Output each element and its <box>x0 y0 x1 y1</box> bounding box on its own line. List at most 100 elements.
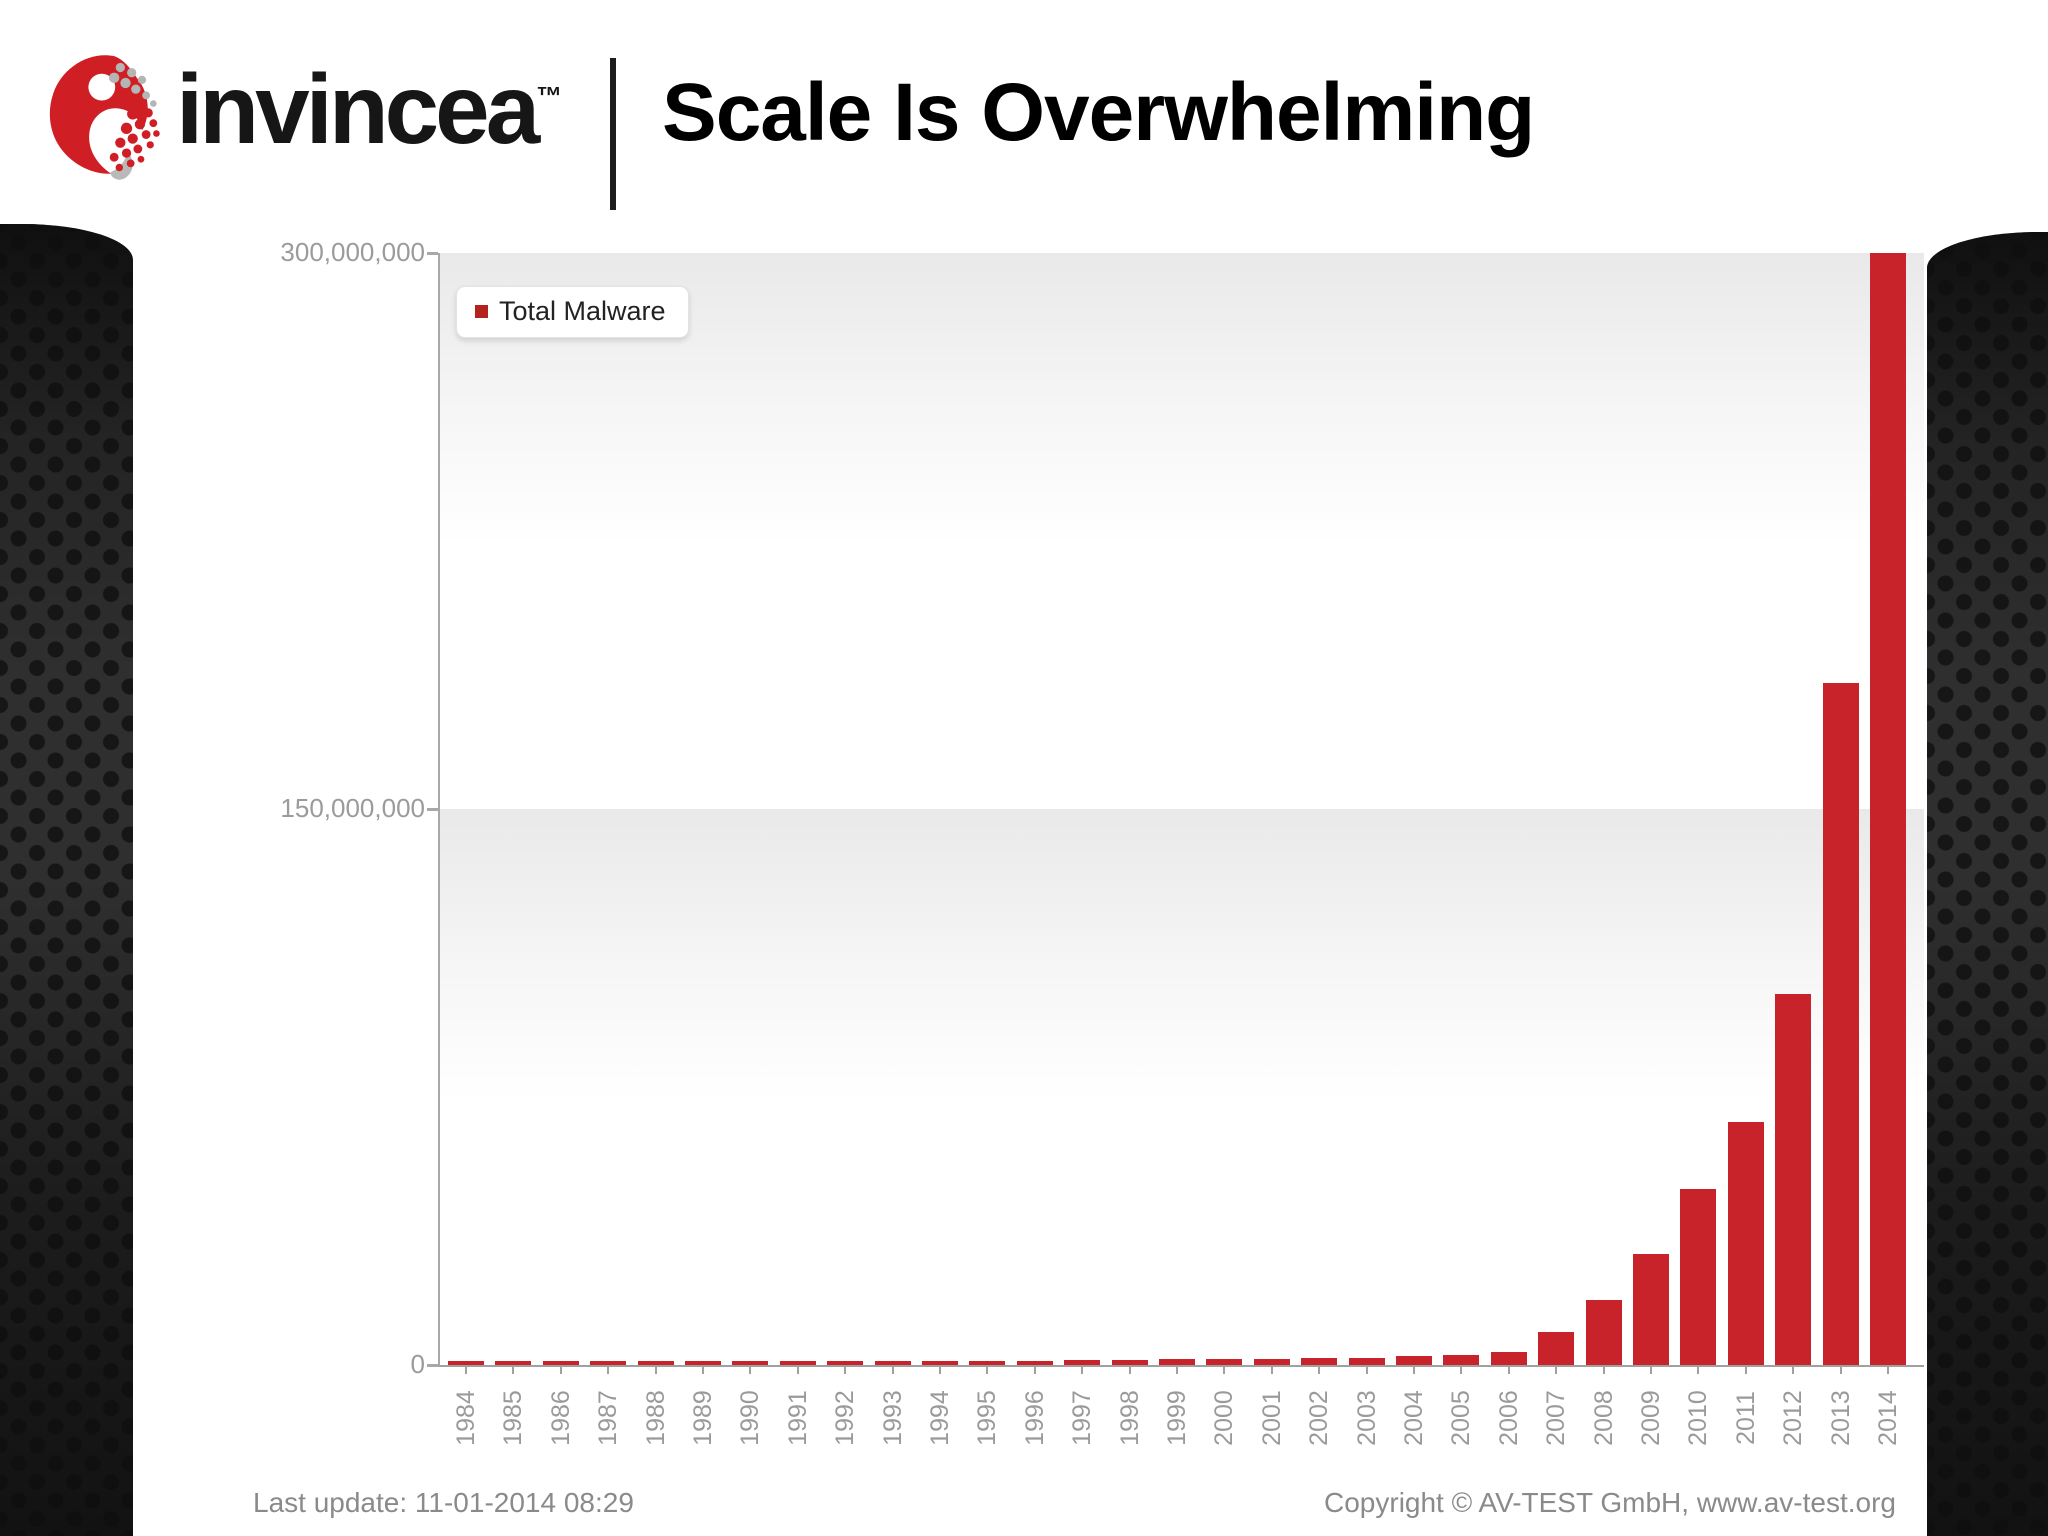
bar-2000 <box>1206 1359 1243 1365</box>
bar-2010 <box>1680 1189 1717 1365</box>
x-axis-tick <box>1223 1365 1226 1374</box>
x-axis-tick <box>749 1365 752 1374</box>
x-axis-label-1995: 1995 <box>973 1390 1002 1446</box>
x-axis-label-1990: 1990 <box>736 1390 765 1446</box>
x-axis-tick <box>1792 1365 1795 1374</box>
x-axis-tick <box>702 1365 704 1374</box>
bar-1993 <box>874 1361 911 1365</box>
x-axis-label-1988: 1988 <box>641 1390 670 1446</box>
trademark-symbol: ™ <box>536 81 563 111</box>
chart-legend: Total Malware <box>456 286 689 338</box>
bar-1991 <box>779 1361 816 1365</box>
bar-2005 <box>1443 1355 1480 1365</box>
x-axis-tick <box>1270 1365 1273 1374</box>
bar-2002 <box>1301 1358 1338 1365</box>
brand-text: invincea <box>176 54 540 164</box>
bar-2013 <box>1822 683 1859 1365</box>
bar-1985 <box>495 1361 532 1365</box>
bar-2008 <box>1585 1300 1622 1365</box>
x-axis-label-2003: 2003 <box>1352 1390 1381 1446</box>
bar-1984 <box>448 1361 484 1365</box>
x-axis-tick <box>1081 1365 1084 1374</box>
x-axis-tick <box>465 1365 467 1374</box>
x-axis-label-1998: 1998 <box>1115 1390 1144 1446</box>
x-axis-tick <box>654 1365 657 1374</box>
bar-1999 <box>1159 1359 1195 1365</box>
x-axis-label-2013: 2013 <box>1826 1390 1855 1446</box>
bar-2004 <box>1396 1356 1432 1365</box>
x-axis-label-2007: 2007 <box>1542 1390 1571 1446</box>
x-axis-label-1997: 1997 <box>1068 1390 1097 1446</box>
x-axis-label-2001: 2001 <box>1257 1390 1286 1446</box>
bar-1997 <box>1064 1360 1101 1365</box>
left-halftone-panel <box>0 224 133 1536</box>
bar-2001 <box>1253 1359 1290 1365</box>
x-axis-label-2004: 2004 <box>1400 1390 1428 1446</box>
copyright-text: Copyright © AV-TEST GmbH, www.av-test.or… <box>1324 1487 1896 1518</box>
x-axis-label-1985: 1985 <box>499 1390 528 1446</box>
x-axis-label-2008: 2008 <box>1589 1390 1618 1446</box>
x-axis-tick <box>796 1365 799 1374</box>
x-axis-label-1991: 1991 <box>783 1390 812 1446</box>
slide-title: Scale Is Overwhelming <box>662 67 1535 158</box>
y-axis-tick <box>427 1364 438 1367</box>
bar-1986 <box>542 1361 579 1365</box>
x-axis-label-1989: 1989 <box>689 1390 717 1446</box>
legend-color-swatch <box>475 305 488 318</box>
x-axis-label-2006: 2006 <box>1494 1390 1523 1446</box>
bar-1987 <box>590 1361 627 1365</box>
x-axis-label-1996: 1996 <box>1020 1390 1049 1446</box>
x-axis-label-1999: 1999 <box>1163 1390 1191 1446</box>
x-axis-label-2002: 2002 <box>1305 1390 1334 1446</box>
x-axis-tick <box>1744 1365 1747 1374</box>
x-axis-tick <box>1697 1365 1700 1374</box>
x-axis-tick <box>1128 1365 1131 1374</box>
bar-2007 <box>1538 1332 1575 1365</box>
y-axis-label-300m: 300,000,000 <box>280 237 425 267</box>
x-axis-label-2005: 2005 <box>1447 1390 1476 1446</box>
y-axis-tick <box>427 252 438 255</box>
bar-1989 <box>685 1361 721 1365</box>
x-axis-label-1992: 1992 <box>831 1390 860 1446</box>
x-axis-label-2012: 2012 <box>1779 1390 1808 1446</box>
x-axis-tick <box>891 1365 894 1374</box>
x-axis-tick <box>607 1365 610 1374</box>
bar-1996 <box>1016 1361 1053 1365</box>
x-axis-label-1994: 1994 <box>926 1390 954 1446</box>
x-axis-tick <box>844 1365 847 1374</box>
x-axis-tick <box>939 1365 941 1374</box>
right-halftone-panel <box>1927 232 2048 1536</box>
x-axis-tick <box>1176 1365 1178 1374</box>
bar-2009 <box>1633 1254 1669 1365</box>
y-axis-label-150m: 150,000,000 <box>280 793 425 823</box>
x-axis-tick <box>1887 1365 1889 1374</box>
x-axis-tick <box>986 1365 989 1374</box>
x-axis-tick <box>1413 1365 1415 1374</box>
legend-label: Total Malware <box>499 296 666 326</box>
x-axis-tick <box>1602 1365 1605 1374</box>
x-axis-label-1984: 1984 <box>452 1390 480 1446</box>
bar-2012 <box>1775 994 1812 1365</box>
x-axis-tick <box>559 1365 562 1374</box>
x-axis-label-2009: 2009 <box>1637 1390 1665 1446</box>
bar-1995 <box>969 1361 1006 1365</box>
plot-gradient-band <box>440 809 1924 1101</box>
malware-bar-chart: Total Malware 1984 1985 1986 1987 1988 1989 19… <box>438 253 1924 1446</box>
x-axis-tick <box>1555 1365 1558 1374</box>
brand-wordmark: invincea™ <box>176 54 563 164</box>
bar-1992 <box>827 1361 864 1365</box>
y-axis-label-0: 0 <box>410 1349 425 1379</box>
x-axis-tick <box>1507 1365 1510 1374</box>
bar-2003 <box>1348 1358 1385 1365</box>
x-axis-label-1987: 1987 <box>594 1390 623 1446</box>
header-divider <box>610 58 616 210</box>
x-axis-tick <box>1460 1365 1463 1374</box>
last-update-text: Last update: 11-01-2014 08:29 <box>253 1487 634 1518</box>
bar-2011 <box>1727 1122 1764 1365</box>
x-axis-tick <box>1318 1365 1321 1374</box>
y-axis-tick <box>427 808 438 811</box>
invincea-logo-icon <box>44 52 174 182</box>
x-axis-label-2011: 2011 <box>1731 1391 1760 1445</box>
x-axis-label-2000: 2000 <box>1210 1390 1239 1446</box>
